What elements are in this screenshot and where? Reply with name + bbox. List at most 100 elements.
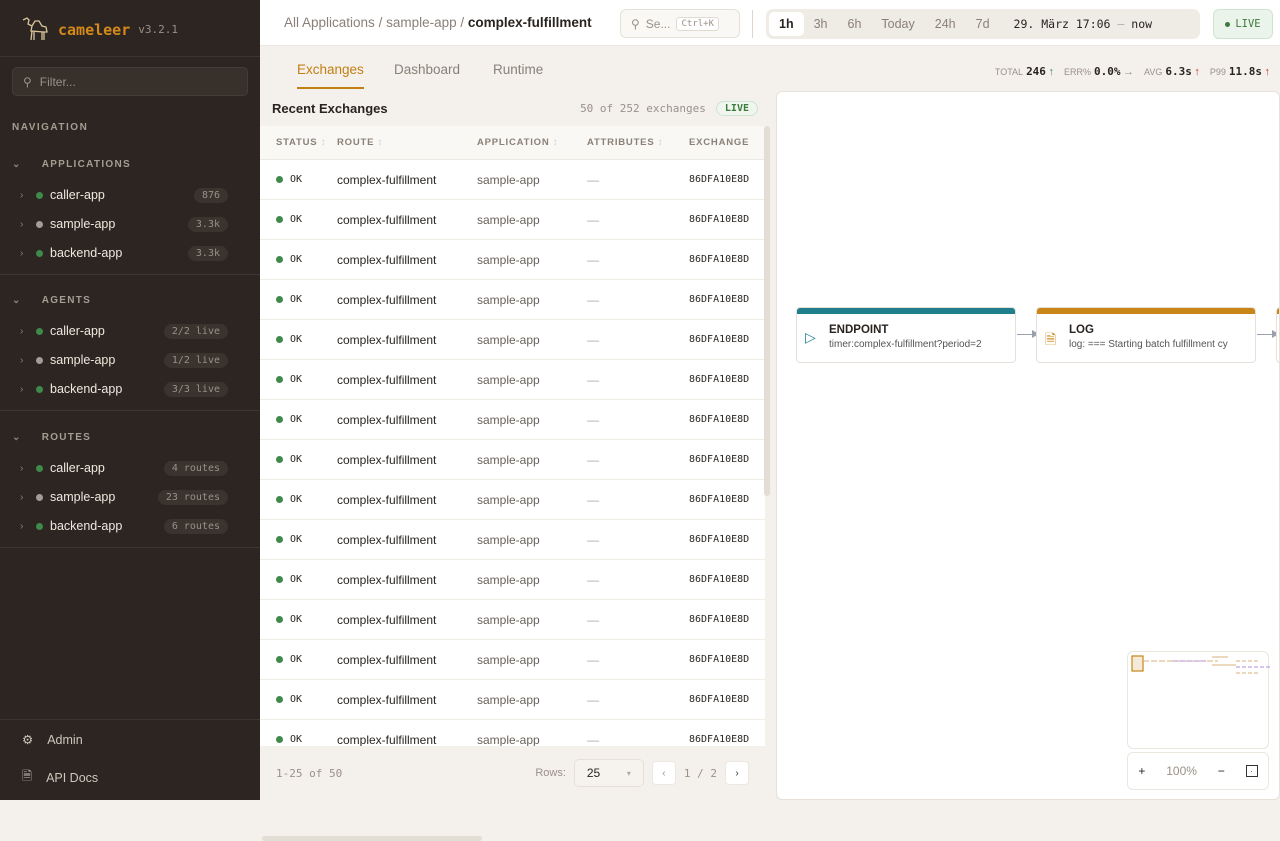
pagination: 1-25 of 50 Rows: 25 ▾ ‹ 1 / 2 ›: [260, 746, 765, 800]
column-label: ROUTE: [337, 137, 375, 148]
sidebar-item-caller-app[interactable]: › caller-app 2/2 live: [20, 320, 228, 342]
section-agents[interactable]: ⌄ AGENTS: [12, 295, 91, 306]
sidebar-item-sample-app[interactable]: › sample-app 1/2 live: [20, 349, 228, 371]
section-applications[interactable]: ⌄ APPLICATIONS: [12, 159, 131, 170]
range-6h[interactable]: 6h: [847, 17, 862, 31]
sidebar-item-backend-app[interactable]: › backend-app 6 routes: [20, 515, 228, 537]
table-row[interactable]: OK complex-fulfillment sample-app — 86DFA10E…: [260, 560, 765, 600]
column-label: ATTRIBUTES: [587, 137, 655, 148]
attributes-cell: —: [587, 212, 599, 227]
section-routes[interactable]: ⌄ ROUTES: [12, 432, 91, 443]
sidebar-item-api-docs[interactable]: 🗎 API Docs: [22, 767, 98, 788]
status-dot: [36, 464, 43, 472]
range-from: 29. März 17:06: [1013, 17, 1111, 31]
page-range: 1-25 of 50: [276, 766, 343, 780]
column-header-status[interactable]: STATUS ↕: [260, 137, 337, 148]
sidebar-item-backend-app[interactable]: › backend-app 3/3 live: [20, 378, 228, 400]
vertical-scrollbar[interactable]: [764, 126, 770, 496]
node-next[interactable]: [1276, 307, 1279, 363]
column-header-route[interactable]: ROUTE ↕: [337, 137, 477, 148]
status-cell: OK: [260, 374, 337, 385]
exchange-id-cell: 86DFA10E8D: [689, 734, 750, 745]
table-row[interactable]: OK complex-fulfillment sample-app — 86DFA10E…: [260, 520, 765, 560]
chevron-right-icon: ›: [20, 491, 24, 503]
search-button[interactable]: ⚲ Se... Ctrl+K: [620, 9, 740, 38]
node-endpoint[interactable]: ▷ ENDPOINT timer:complex-fulfillment?per…: [796, 307, 1016, 363]
page-indicator: 1 / 2: [683, 766, 717, 780]
fit-view-button[interactable]: ·: [1245, 765, 1258, 777]
sidebar-item-backend-app[interactable]: › backend-app 3.3k: [20, 242, 228, 264]
zoom-in-button[interactable]: +: [1138, 764, 1146, 778]
application-cell: sample-app: [477, 252, 540, 267]
status-dot: [36, 385, 43, 393]
custom-range[interactable]: 29. März 17:06 — now: [1014, 17, 1153, 31]
application-cell: sample-app: [477, 372, 540, 387]
next-page-button[interactable]: ›: [725, 761, 749, 785]
minimap[interactable]: [1127, 651, 1270, 749]
sidebar-item-caller-app[interactable]: › caller-app 4 routes: [20, 457, 228, 479]
chevron-right-icon: ›: [20, 354, 24, 366]
table-row[interactable]: OK complex-fulfillment sample-app — 86DFA10E…: [260, 640, 765, 680]
table-row[interactable]: OK complex-fulfillment sample-app — 86DFA10E…: [260, 320, 765, 360]
column-header-application[interactable]: APPLICATION ↕: [477, 137, 587, 148]
sidebar-item-sample-app[interactable]: › sample-app 23 routes: [20, 486, 228, 508]
table-row[interactable]: OK complex-fulfillment sample-app — 86DFA10E…: [260, 680, 765, 720]
status-dot: [276, 256, 283, 263]
route-cell: complex-fulfillment: [337, 732, 437, 747]
filter-input[interactable]: ⚲ Filter...: [12, 67, 248, 96]
table-row[interactable]: OK complex-fulfillment sample-app — 86DFA10E…: [260, 200, 765, 240]
node-type: LOG: [1069, 324, 1094, 336]
table-row[interactable]: OK complex-fulfillment sample-app — 86DFA10E…: [260, 240, 765, 280]
tab-runtime[interactable]: Runtime: [493, 62, 544, 77]
item-label: sample-app: [50, 353, 116, 367]
range-1h[interactable]: 1h: [769, 12, 804, 36]
application-cell: sample-app: [477, 212, 540, 227]
rows-per-page-select[interactable]: 25 ▾: [573, 759, 644, 787]
logo[interactable]: cameleer v3.2.1: [20, 14, 178, 45]
kpi-err: ERR% 0.0% →: [1064, 65, 1134, 78]
attributes-cell: —: [587, 252, 599, 267]
route-cell: complex-fulfillment: [337, 412, 437, 427]
sidebar-item-sample-app[interactable]: › sample-app 3.3k: [20, 213, 228, 235]
sort-icon: ↕: [320, 137, 327, 148]
range-24h[interactable]: 24h: [934, 17, 956, 31]
live-toggle[interactable]: LIVE: [1213, 9, 1273, 39]
prev-page-button[interactable]: ‹: [651, 761, 676, 785]
table-row[interactable]: OK complex-fulfillment sample-app — 86DFA10E…: [260, 280, 765, 320]
table-row[interactable]: OK complex-fulfillment sample-app — 86DFA10E…: [260, 440, 765, 480]
zoom-out-button[interactable]: −: [1217, 764, 1225, 778]
table-row[interactable]: OK complex-fulfillment sample-app — 86DFA10E…: [260, 360, 765, 400]
rows-value: 25: [586, 766, 601, 780]
attributes-cell: —: [587, 452, 599, 467]
status-dot: [276, 336, 283, 343]
tab-exchanges[interactable]: Exchanges: [297, 62, 364, 89]
status-text: OK: [290, 174, 303, 185]
application-cell: sample-app: [477, 292, 540, 307]
breadcrumb-all[interactable]: All Applications: [284, 15, 375, 30]
application-cell: sample-app: [477, 492, 540, 507]
sidebar-item-caller-app[interactable]: › caller-app 876: [20, 184, 228, 206]
tab-dashboard[interactable]: Dashboard: [394, 62, 461, 77]
column-header-exchange[interactable]: EXCHANGE: [689, 137, 765, 148]
node-log[interactable]: 🗎 LOG log: === Starting batch fulfillmen…: [1036, 307, 1256, 363]
route-cell: complex-fulfillment: [337, 572, 437, 587]
exchange-id-cell: 86DFA10E8D: [689, 654, 750, 665]
sidebar-item-admin[interactable]: ⚙ Admin: [22, 732, 83, 748]
zoom-controls: + 100% − ·: [1127, 752, 1269, 790]
table-row[interactable]: OK complex-fulfillment sample-app — 86DFA10E…: [260, 720, 765, 746]
column-header-attributes[interactable]: ATTRIBUTES ↕: [587, 137, 689, 148]
table-row[interactable]: OK complex-fulfillment sample-app — 86DFA10E…: [260, 400, 765, 440]
table-row[interactable]: OK complex-fulfillment sample-app — 86DFA10E…: [260, 480, 765, 520]
table-row[interactable]: OK complex-fulfillment sample-app — 86DFA10E…: [260, 160, 765, 200]
route-diagram: ▷ ENDPOINT timer:complex-fulfillment?per…: [776, 91, 1280, 800]
range-3h[interactable]: 3h: [813, 17, 828, 31]
breadcrumb-app[interactable]: sample-app: [386, 15, 457, 30]
api-docs-label: API Docs: [46, 770, 99, 785]
range-today[interactable]: Today: [881, 17, 915, 31]
range-7d[interactable]: 7d: [975, 17, 990, 31]
status-dot: [276, 176, 283, 183]
status-dot: [276, 696, 283, 703]
table-row[interactable]: OK complex-fulfillment sample-app — 86DFA10E…: [260, 600, 765, 640]
exchanges-panel: Recent Exchanges 50 of 252 exchanges LIV…: [260, 90, 770, 841]
horizontal-scrollbar[interactable]: [262, 836, 482, 841]
